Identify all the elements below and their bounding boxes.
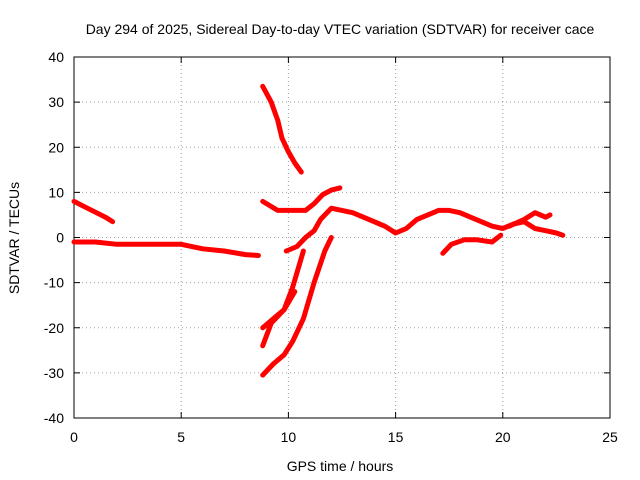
- x-tick-label: 0: [70, 429, 78, 445]
- series-arc-1: [71, 198, 116, 225]
- y-tick-label: 10: [48, 184, 64, 200]
- y-tick-label: -30: [44, 365, 64, 381]
- y-tick-label: 0: [56, 230, 64, 246]
- y-tick-label: 20: [48, 139, 64, 155]
- y-axis-label: SDTVAR / TECUs: [6, 182, 22, 294]
- axis-ticks: 0 5 10 15 20 25 40 30 20 10 0 -10 -20 -30 -40: [44, 49, 618, 445]
- series-arc-7: [440, 232, 504, 256]
- x-tick-label: 15: [388, 429, 404, 445]
- x-axis-label: GPS time / hours: [287, 458, 394, 474]
- series-arc-9: [260, 235, 334, 378]
- grid: [74, 57, 610, 418]
- series-arc-2: [71, 239, 261, 258]
- series-arc-6: [506, 210, 553, 229]
- y-tick-label: 40: [48, 49, 64, 65]
- x-tick-label: 20: [495, 429, 511, 445]
- y-tick-label: 30: [48, 94, 64, 110]
- x-tick-label: 5: [177, 429, 185, 445]
- series-arc-4: [260, 185, 343, 213]
- series-arc-3: [260, 83, 304, 175]
- y-tick-label: -20: [44, 320, 64, 336]
- y-tick-label: -40: [44, 410, 64, 426]
- chart-title: Day 294 of 2025, Sidereal Day-to-day VTE…: [86, 21, 595, 37]
- series-arc-10: [260, 289, 298, 331]
- x-tick-label: 25: [602, 429, 618, 445]
- data-series: [71, 83, 566, 378]
- x-tick-label: 10: [281, 429, 297, 445]
- y-tick-label: -10: [44, 275, 64, 291]
